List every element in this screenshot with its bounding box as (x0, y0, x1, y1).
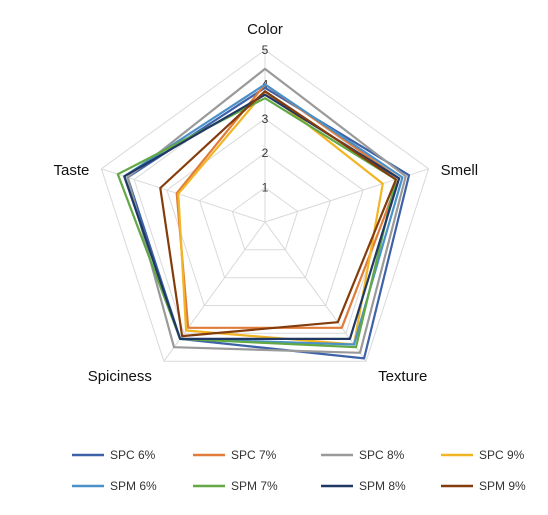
grid-ring-1 (199, 152, 331, 279)
series-line-5 (116, 97, 397, 349)
radar-series (116, 67, 411, 360)
legend-label-7: SPM 9% (479, 479, 526, 493)
legend-label-0: SPC 6% (110, 448, 156, 462)
legend-label-2: SPC 8% (359, 448, 405, 462)
grid-ring-4 (100, 49, 430, 362)
tick-label-1: 2 (262, 146, 269, 160)
tick-label-0: 1 (262, 181, 269, 195)
axis-label-4: Taste (54, 162, 90, 179)
series-line-0 (126, 86, 411, 360)
legend-label-5: SPM 7% (231, 479, 278, 493)
series-line-4 (123, 83, 404, 346)
legend-label-4: SPM 6% (110, 479, 157, 493)
tick-label-4: 5 (262, 43, 269, 57)
legend-label-3: SPC 9% (479, 448, 525, 462)
grid-ring-2 (166, 118, 364, 306)
axis-label-2: Texture (378, 368, 427, 385)
axis-label-0: Color (247, 21, 283, 38)
legend-label-1: SPC 7% (231, 448, 277, 462)
tick-label-2: 3 (262, 112, 269, 126)
axis-label-3: Spiciness (88, 368, 152, 385)
grid-ring-0 (231, 186, 299, 251)
series-line-7 (159, 90, 397, 338)
series-line-6 (123, 93, 401, 340)
legend: SPC 6% SPC 7% SPC 8% SPC 9% SPM 6% SPM 7% SPM … (72, 448, 526, 493)
axis-labels: Color Smell Texture Spiciness Taste (54, 21, 479, 385)
legend-label-6: SPM 8% (359, 479, 406, 493)
series-line-3 (177, 90, 384, 346)
axis-label-1: Smell (441, 162, 479, 179)
